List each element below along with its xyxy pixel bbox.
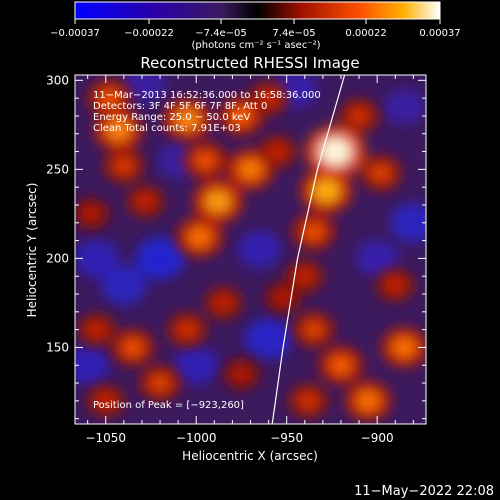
x-axis: −1050 −1000 −950 −900 xyxy=(85,75,414,445)
emission-blob-core xyxy=(204,190,231,213)
emission-blob-core xyxy=(82,206,100,222)
emission-blob-core xyxy=(295,268,315,285)
emission-blob-core xyxy=(312,178,341,203)
y-axis-label: Heliocentric Y (arcsec) xyxy=(25,183,39,318)
emission-blob-core xyxy=(385,277,405,294)
emission-blob-core xyxy=(329,355,353,376)
negative-blob xyxy=(383,89,425,125)
emission-blob-core xyxy=(392,337,417,358)
emission-blob-core xyxy=(136,193,155,210)
colorbar-tick-label: −7.4e−05 xyxy=(195,28,247,39)
colorbar-gradient xyxy=(74,1,441,20)
negative-blob xyxy=(390,202,426,243)
x-tick-label: −1000 xyxy=(176,431,217,445)
plot-area xyxy=(75,75,426,424)
emission-blob-core xyxy=(98,88,121,108)
negative-blob xyxy=(101,265,147,305)
colorbar-tick-label: −0.00037 xyxy=(50,28,100,39)
emission-blob-core xyxy=(370,164,392,182)
emission-blob-core xyxy=(259,89,279,107)
emission-blob-core xyxy=(319,137,352,166)
negative-blob xyxy=(237,230,282,269)
timestamp: 11−May−2022 22:08 xyxy=(354,484,494,499)
colorbar-tick-label: 7.4e−05 xyxy=(272,28,315,39)
colorbar-tick-label: −0.00022 xyxy=(124,28,174,39)
emission-blob-core xyxy=(149,374,171,392)
negative-emission-layer xyxy=(75,75,426,385)
colorbar-ticks: −0.00037 −0.00022 −7.4e−05 7.4e−05 0.00022 0.… xyxy=(50,19,461,39)
negative-blob xyxy=(75,346,110,385)
negative-blob xyxy=(174,346,219,385)
emission-blob-core xyxy=(87,321,106,338)
emission-blob-core xyxy=(303,320,325,339)
y-tick-label: 200 xyxy=(46,251,69,265)
emission-blob-core xyxy=(105,119,131,142)
x-tick-label: −900 xyxy=(361,431,394,445)
emission-blob-core xyxy=(268,143,287,160)
emission-blob-core xyxy=(214,294,233,311)
colorbar-tick-label: 0.00022 xyxy=(345,28,386,39)
negative-blob xyxy=(245,318,293,360)
negative-blob xyxy=(125,75,167,102)
emission-blob-core xyxy=(298,392,319,410)
x-tick-label: −1050 xyxy=(85,431,126,445)
emission-blob-core xyxy=(230,106,253,126)
solar-limb-line xyxy=(271,75,346,424)
emission-blob-core xyxy=(194,151,217,170)
colorbar-unit-label: (photons cm⁻² s⁻¹ asec⁻²) xyxy=(191,40,320,51)
emission-blob-core xyxy=(274,290,292,306)
emission-blob-core xyxy=(177,321,197,339)
y-axis: 150 200 250 300 xyxy=(46,73,426,420)
y-tick-label: 300 xyxy=(46,73,69,87)
negative-blob xyxy=(135,237,185,280)
emission-blob-core xyxy=(356,390,381,412)
negative-blob xyxy=(75,239,119,278)
x-axis-label: Heliocentric X (arcsec) xyxy=(182,449,318,463)
emission-blob-core xyxy=(302,222,325,242)
annotation-detectors: Detectors: 3F 4F 5F 6F 7F 8F, Att 0 xyxy=(93,101,267,112)
negative-blob xyxy=(355,239,399,277)
y-tick-label: 250 xyxy=(46,162,69,176)
colorbar-tick-label: 0.00037 xyxy=(419,28,460,39)
emission-blob-core xyxy=(232,366,251,382)
annotation-time-range: 11−Mar−2013 16:52:36.000 to 16:58:36.000 xyxy=(93,90,321,101)
emission-blob-core xyxy=(187,226,212,248)
chart-title: Reconstructed RHESSI Image xyxy=(140,54,359,72)
peak-position-label: Position of Peak = [−923,260] xyxy=(93,400,244,411)
x-tick-label: −950 xyxy=(270,431,303,445)
colorbar: −0.00037 −0.00022 −7.4e−05 7.4e−05 0.00022 0.… xyxy=(50,1,461,51)
annotation-block: 11−Mar−2013 16:52:36.000 to 16:58:36.000… xyxy=(93,90,321,134)
emission-blob-core xyxy=(96,392,116,409)
annotation-energy-range: Energy Range: 25.0 − 50.0 keV xyxy=(93,112,250,123)
emission-blob-core xyxy=(113,157,134,175)
emission-blob-core xyxy=(349,107,369,125)
annotation-clean-counts: Clean Total counts: 7.91E+03 xyxy=(93,123,241,134)
emission-blob-core xyxy=(174,108,200,131)
emission-blob-core xyxy=(238,158,263,180)
y-tick-label: 150 xyxy=(46,340,69,354)
positive-emission-layer xyxy=(75,79,426,422)
emission-blob-core xyxy=(122,338,144,357)
